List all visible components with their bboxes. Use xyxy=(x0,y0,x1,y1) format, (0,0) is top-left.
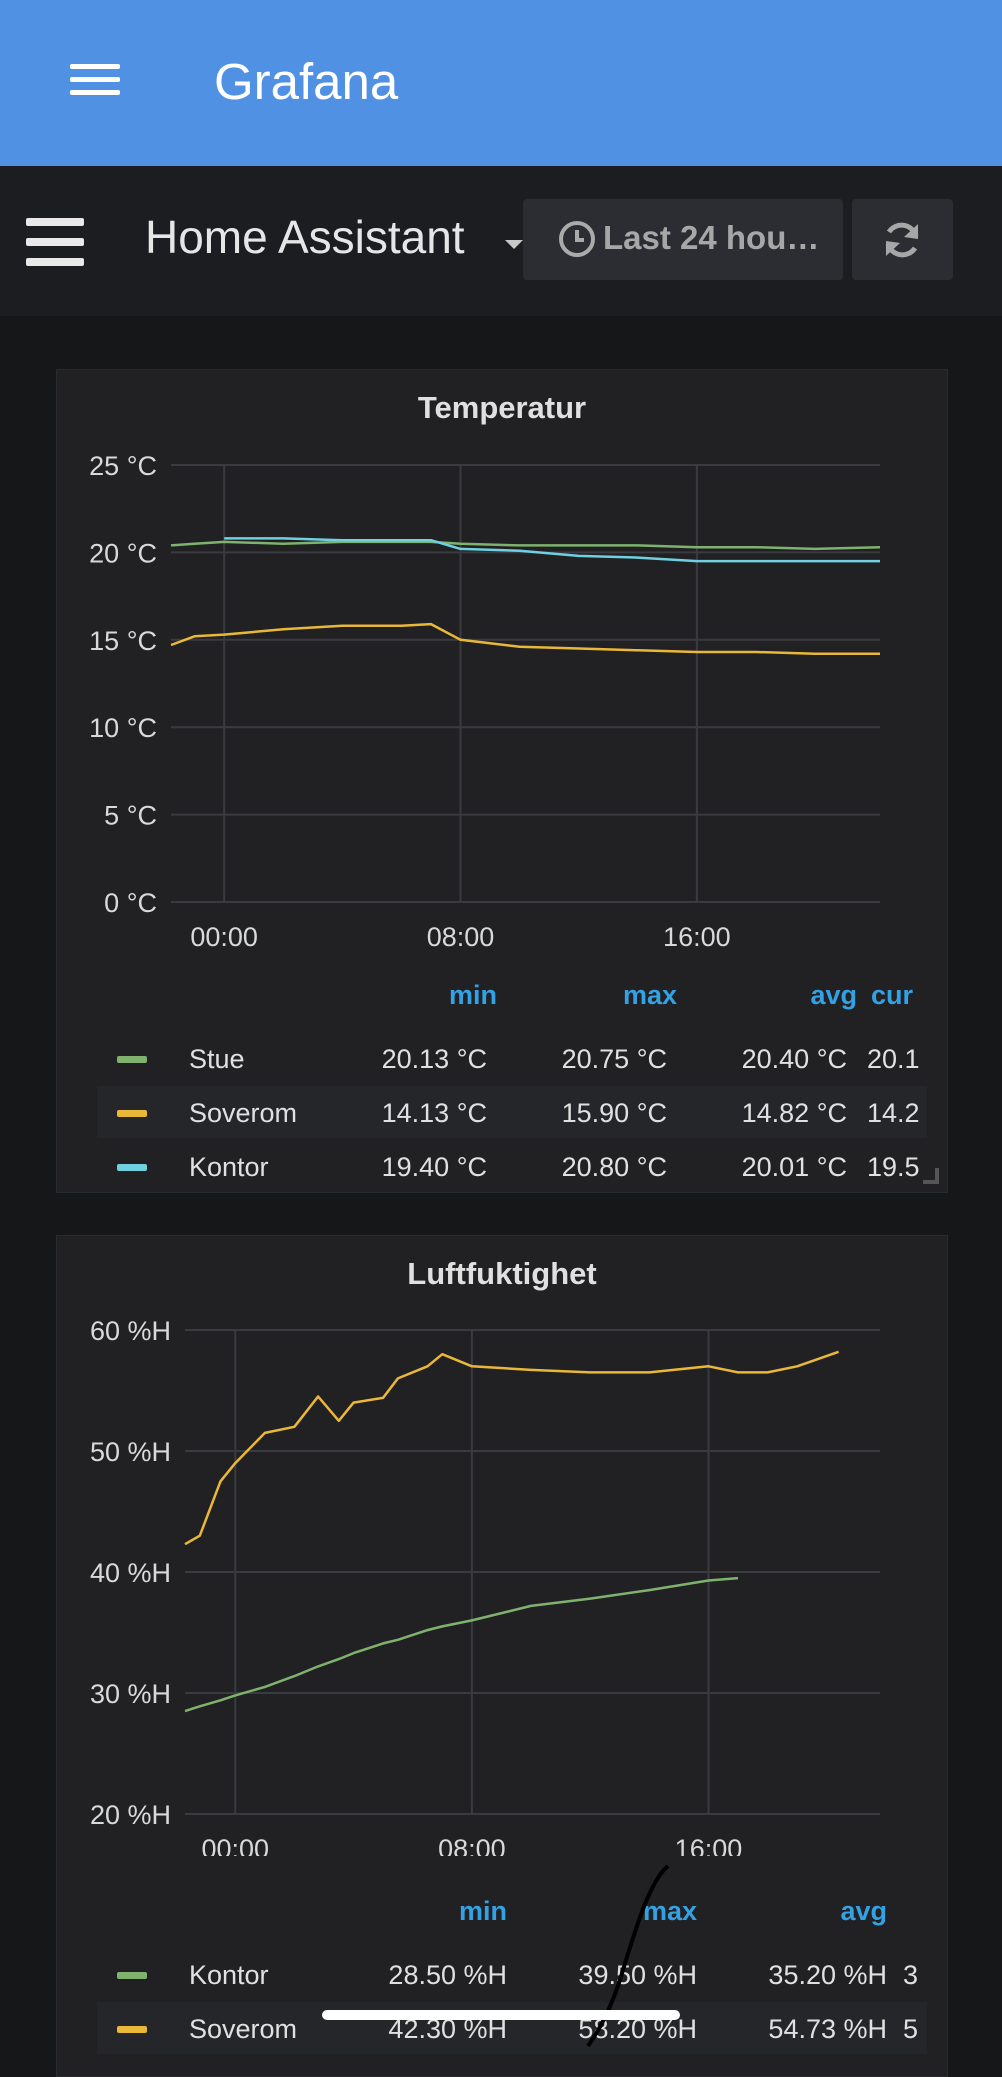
legend-min-value: 20.13 °C xyxy=(381,1044,487,1074)
temperature-chart: 25 °C 20 °C 15 °C 10 °C 5 °C 0 °C 00:00 08:00 16… xyxy=(89,451,881,950)
legend-row[interactable]: Kontor 28.50 %H 39.50 %H 35.20 %H 3 xyxy=(97,1948,927,2000)
x-tick-label: 00:00 xyxy=(190,922,258,950)
legend-min-value: 28.50 %H xyxy=(388,1960,507,1990)
legend-current-value: 5 xyxy=(903,2014,919,2044)
refresh-icon xyxy=(885,222,919,258)
legend-swatch[interactable] xyxy=(117,1056,147,1063)
legend-row[interactable]: Kontor 19.40 °C 20.80 °C 20.01 °C 19.5 xyxy=(97,1140,927,1192)
legend-series-name[interactable]: Stue xyxy=(189,1044,245,1074)
app-bar: Grafana xyxy=(0,0,1002,166)
legend-current-value: 19.5 xyxy=(867,1152,919,1182)
legend-series-name[interactable]: Soverom xyxy=(189,2014,298,2044)
legend-swatch[interactable] xyxy=(117,1110,147,1117)
dashboard-title[interactable]: Home Assistant xyxy=(145,211,465,263)
legend-avg-value: 35.20 %H xyxy=(768,1960,887,1990)
legend-series-name[interactable]: Kontor xyxy=(189,1960,269,1990)
legend-header-avg[interactable]: avg xyxy=(810,980,857,1010)
legend-header-avg[interactable]: avg xyxy=(840,1896,887,1926)
legend-max-value: 20.80 °C xyxy=(561,1152,667,1182)
series-line-kontor[interactable] xyxy=(184,1576,739,1713)
y-tick-label: 20 °C xyxy=(89,538,157,568)
y-tick-label: 0 °C xyxy=(104,888,157,918)
chevron-down-icon[interactable] xyxy=(505,240,523,249)
legend-max-value: 15.90 °C xyxy=(561,1098,667,1128)
time-range-label: Last 24 hou… xyxy=(603,219,820,256)
x-tick-label: 08:00 xyxy=(438,1834,506,1856)
legend-current-value: 14.2 xyxy=(867,1098,919,1128)
y-tick-label: 60 %H xyxy=(90,1316,171,1346)
legend-max-value: 20.75 °C xyxy=(561,1044,667,1074)
legend-row[interactable]: Stue 20.13 °C 20.75 °C 20.40 °C 20.1 xyxy=(97,1032,927,1084)
legend-avg-value: 14.82 °C xyxy=(741,1098,847,1128)
y-tick-label: 30 %H xyxy=(90,1679,171,1709)
series-line-soverom[interactable] xyxy=(170,622,880,656)
legend-header-min[interactable]: min xyxy=(448,980,497,1010)
legend-swatch[interactable] xyxy=(117,1972,147,1979)
x-tick-label: 16:00 xyxy=(675,1834,743,1856)
y-tick-label: 20 %H xyxy=(90,1800,171,1830)
y-tick-label: 5 °C xyxy=(104,801,157,831)
legend-max-value: 39.50 %H xyxy=(578,1960,697,1990)
humidity-panel: Luftfuktighet 60 %H 50 %H 40 %H 30 %H 20 %H 0… xyxy=(56,1235,948,2077)
y-tick-label: 40 %H xyxy=(90,1558,171,1588)
humidity-legend: min max avg Kontor 28.50 %H 39.50 %H 35.20 … xyxy=(57,1896,947,2076)
legend-swatch[interactable] xyxy=(117,1164,147,1171)
refresh-button[interactable] xyxy=(852,199,953,280)
menu-icon[interactable] xyxy=(70,64,120,98)
series-line-kontor[interactable] xyxy=(224,537,880,563)
legend-min-value: 14.13 °C xyxy=(381,1098,487,1128)
resize-handle[interactable] xyxy=(923,1168,939,1184)
y-tick-label: 15 °C xyxy=(89,626,157,656)
series-line-stue[interactable] xyxy=(170,540,881,551)
x-tick-label: 00:00 xyxy=(201,1834,269,1856)
scribble-mark xyxy=(586,1864,670,2048)
legend-swatch[interactable] xyxy=(117,2026,147,2033)
app-title: Grafana xyxy=(214,53,399,110)
legend-series-name[interactable]: Kontor xyxy=(189,1152,269,1182)
series-line-soverom[interactable] xyxy=(184,1350,840,1546)
legend-avg-value: 20.01 °C xyxy=(741,1152,847,1182)
temperature-legend: min max avg cur Stue 20.13 °C 20.75 °C 20.4… xyxy=(57,980,947,1182)
time-range-button[interactable]: Last 24 hou… xyxy=(523,199,843,280)
legend-avg-value: 20.40 °C xyxy=(741,1044,847,1074)
legend-min-value: 19.40 °C xyxy=(381,1152,487,1182)
legend-row[interactable]: Soverom 14.13 °C 15.90 °C 14.82 °C 14.2 xyxy=(97,1086,927,1138)
home-indicator[interactable] xyxy=(322,2010,680,2020)
y-tick-label: 25 °C xyxy=(89,451,157,481)
x-tick-label: 08:00 xyxy=(427,922,495,950)
side-menu-icon[interactable] xyxy=(26,218,84,266)
panel-title[interactable]: Temperatur xyxy=(417,390,587,425)
x-tick-label: 16:00 xyxy=(663,922,731,950)
panel-title[interactable]: Luftfuktighet xyxy=(407,1256,597,1291)
clock-icon xyxy=(559,221,595,257)
legend-header-max[interactable]: max xyxy=(642,1896,697,1926)
legend-current-value: 20.1 xyxy=(867,1044,919,1074)
humidity-chart: 60 %H 50 %H 40 %H 30 %H 20 %H 00:00 08:00 16:00 xyxy=(90,1316,880,1856)
legend-current-value: 3 xyxy=(903,1960,919,1990)
legend-header-max[interactable]: max xyxy=(622,980,677,1010)
legend-avg-value: 54.73 %H xyxy=(768,2014,887,2044)
legend-header-min[interactable]: min xyxy=(458,1896,507,1926)
y-tick-label: 50 %H xyxy=(90,1437,171,1467)
y-tick-label: 10 °C xyxy=(89,713,157,743)
legend-series-name[interactable]: Soverom xyxy=(189,1098,298,1128)
temperature-panel: Temperatur 25 °C 20 °C 15 °C 10 °C 5 °C 0 °C 0… xyxy=(56,369,948,1193)
legend-header-current[interactable]: cur xyxy=(871,980,914,1010)
